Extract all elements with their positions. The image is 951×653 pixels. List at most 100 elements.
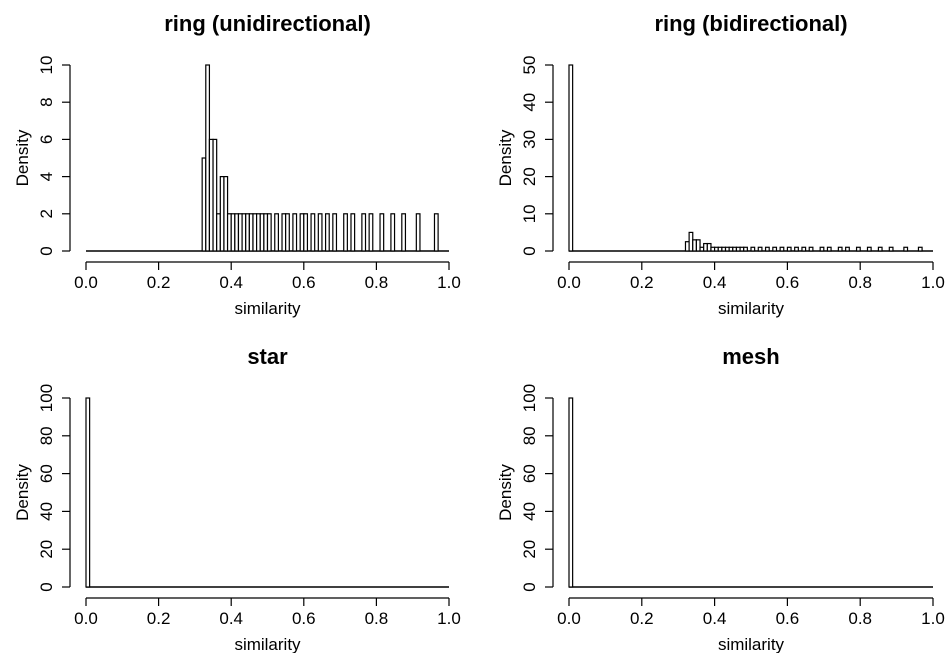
x-tick-label: 0.6	[292, 609, 316, 628]
y-tick-label: 40	[37, 502, 56, 521]
histogram-bar	[333, 214, 337, 251]
histogram-bar	[293, 214, 297, 251]
x-tick-label: 0.4	[703, 273, 727, 292]
x-tick-label: 0.6	[292, 273, 316, 292]
histogram-bar	[857, 247, 861, 251]
y-tick-label: 60	[37, 464, 56, 483]
histogram-bar	[311, 214, 315, 251]
histogram-bar	[569, 65, 573, 251]
y-tick-label: 0	[37, 246, 56, 255]
x-tick-label: 0.0	[557, 273, 581, 292]
x-tick-label: 0.2	[147, 273, 171, 292]
histogram-bar	[802, 247, 806, 251]
x-tick-label: 1.0	[921, 273, 945, 292]
y-tick-label: 10	[37, 56, 56, 75]
histogram-bar	[86, 398, 90, 587]
chart-panel-2: star 0.0 0.2 0.4 0.6 0.8 1.0 similarity 0 20 40 60 8…	[13, 344, 461, 653]
x-tick-label: 0.6	[776, 609, 800, 628]
y-tick-label: 2	[37, 209, 56, 218]
histogram-bar	[827, 247, 831, 251]
histogram-bar	[773, 247, 777, 251]
x-tick-label: 0.8	[848, 273, 872, 292]
y-tick-label: 20	[520, 540, 539, 559]
histogram-bar	[918, 247, 922, 251]
chart-panel-0: ring (unidirectional) 0.0 0.2 0.4 0.6 0.8 1.0 s…	[13, 11, 461, 318]
histogram-bar	[304, 214, 308, 251]
histogram-bar	[391, 214, 395, 251]
histogram-bar	[268, 214, 272, 251]
x-tick-label: 1.0	[437, 273, 461, 292]
y-tick-label: 30	[520, 130, 539, 149]
x-tick-label: 0.2	[630, 609, 654, 628]
histogram-bar	[326, 214, 330, 251]
histogram-bar	[758, 247, 762, 251]
x-axis-label: similarity	[234, 299, 301, 318]
x-tick-label: 0.6	[776, 273, 800, 292]
x-tick-label: 0.8	[848, 609, 872, 628]
histogram-bar	[286, 214, 290, 251]
histogram-bar	[318, 214, 322, 251]
x-axis-label: similarity	[718, 299, 785, 318]
chart-panel-3: mesh 0.0 0.2 0.4 0.6 0.8 1.0 similarity 0 20 40 60 8…	[496, 344, 945, 653]
chart-title: ring (bidirectional)	[654, 11, 847, 36]
x-tick-label: 0.4	[219, 273, 243, 292]
x-tick-label: 0.4	[703, 609, 727, 628]
histogram-bar	[904, 247, 908, 251]
x-tick-label: 0.8	[365, 273, 389, 292]
histogram-bar	[569, 398, 573, 587]
x-tick-label: 0.0	[74, 273, 98, 292]
y-tick-label: 80	[520, 426, 539, 445]
histogram-bar	[351, 214, 355, 251]
x-tick-label: 0.2	[630, 273, 654, 292]
chart-title: star	[247, 344, 288, 369]
histogram-bar	[867, 247, 871, 251]
x-tick-label: 0.0	[557, 609, 581, 628]
y-axis-label: Density	[496, 129, 515, 186]
y-tick-label: 100	[37, 384, 56, 412]
x-axis-label: similarity	[718, 635, 785, 653]
y-tick-label: 20	[520, 167, 539, 186]
y-tick-label: 0	[520, 246, 539, 255]
histogram-bar	[744, 247, 748, 251]
histogram-bar	[820, 247, 824, 251]
y-tick-label: 60	[520, 464, 539, 483]
histogram-bar	[369, 214, 373, 251]
histogram-bar	[362, 214, 366, 251]
y-axis-label: Density	[13, 464, 32, 521]
y-tick-label: 100	[520, 384, 539, 412]
histogram-bar	[780, 247, 784, 251]
y-tick-label: 0	[520, 582, 539, 591]
histogram-bar	[275, 214, 279, 251]
histogram-bar	[809, 247, 813, 251]
histogram-bar	[434, 214, 438, 251]
y-axis-label: Density	[496, 464, 515, 521]
y-tick-label: 50	[520, 56, 539, 75]
y-tick-label: 0	[37, 582, 56, 591]
chart-title: mesh	[722, 344, 779, 369]
histogram-bar	[344, 214, 348, 251]
histogram-bar	[380, 214, 384, 251]
x-tick-label: 1.0	[437, 609, 461, 628]
y-tick-label: 6	[37, 135, 56, 144]
y-tick-label: 10	[520, 204, 539, 223]
histogram-bar	[751, 247, 755, 251]
histogram-bar	[766, 247, 770, 251]
y-tick-label: 80	[37, 426, 56, 445]
x-tick-label: 0.8	[365, 609, 389, 628]
x-tick-label: 0.4	[219, 609, 243, 628]
y-tick-label: 20	[37, 540, 56, 559]
chart-title: ring (unidirectional)	[164, 11, 371, 36]
histogram-bar	[795, 247, 799, 251]
y-tick-label: 8	[37, 97, 56, 106]
histogram-bar	[889, 247, 893, 251]
x-tick-label: 0.0	[74, 609, 98, 628]
x-tick-label: 1.0	[921, 609, 945, 628]
x-axis-label: similarity	[234, 635, 301, 653]
y-axis-label: Density	[13, 129, 32, 186]
y-tick-label: 40	[520, 502, 539, 521]
chart-panel-1: ring (bidirectional) 0.0 0.2 0.4 0.6 0.8 1.0 si…	[496, 11, 945, 318]
histogram-bar	[838, 247, 842, 251]
histogram-bar	[846, 247, 850, 251]
histogram-bar	[878, 247, 882, 251]
histogram-bar	[787, 247, 791, 251]
